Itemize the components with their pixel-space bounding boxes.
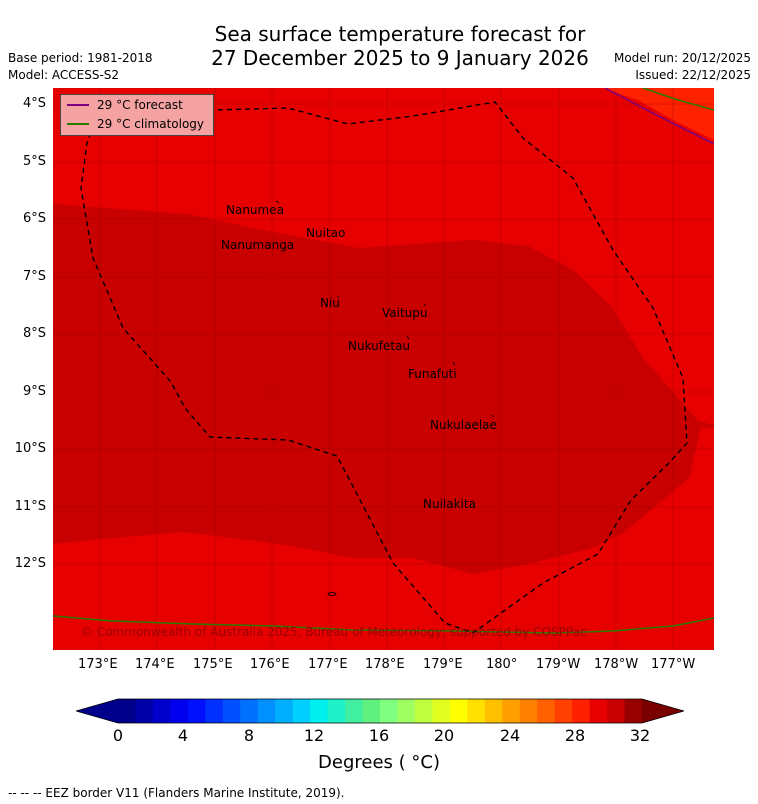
colorbar-segment: [572, 699, 591, 723]
colorbar-segment: [345, 699, 364, 723]
colorbar-segment: [205, 699, 224, 723]
band-30-31: [53, 204, 714, 574]
title-line-1: Sea surface temperature forecast for: [214, 22, 586, 46]
title-line-2: 27 December 2025 to 9 January 2026: [211, 46, 589, 70]
forecast-contour: [604, 88, 714, 145]
colorbar-title: Degrees ( °C): [318, 752, 440, 773]
colorbar-segment: [222, 699, 241, 723]
colorbar-segment: [537, 699, 556, 723]
colorbar-segment: [432, 699, 451, 723]
eez-border: [80, 95, 688, 634]
lon-label: 178°E: [365, 657, 405, 672]
lon-label: 173°E: [78, 657, 118, 672]
colorbar-segment: [275, 699, 294, 723]
climatology-contour-top: [642, 88, 714, 111]
colorbar-segment: [554, 699, 573, 723]
lat-label: 5°S: [22, 154, 46, 169]
colorbar-segment: [467, 699, 486, 723]
colorbar: [76, 698, 684, 724]
colorbar-segment: [310, 699, 329, 723]
legend-climatology-label: 29 °C climatology: [97, 117, 205, 131]
colorbar-tick-label: 24: [499, 726, 521, 745]
lon-label: 177°W: [651, 657, 696, 672]
colorbar-segment: [624, 699, 643, 723]
map-legend: 29 °C forecast 29 °C climatology: [60, 94, 214, 136]
meta-right: Model run: 20/12/2025 Issued: 22/12/2025: [614, 50, 751, 84]
legend-forecast: 29 °C forecast: [67, 96, 183, 114]
colorbar-segment: [607, 699, 626, 723]
colorbar-segment: [170, 699, 189, 723]
band-28-29: [603, 88, 714, 140]
meta-left: Base period: 1981-2018 Model: ACCESS-S2: [8, 50, 153, 84]
colorbar-under-arrow: [76, 699, 118, 723]
colorbar-tick-label: 20: [433, 726, 455, 745]
lat-label: 11°S: [14, 499, 46, 514]
colorbar-segment: [240, 699, 259, 723]
colorbar-segment: [449, 699, 468, 723]
island-marks: [275, 200, 495, 596]
colorbar-tick-label: 0: [112, 726, 124, 745]
colorbar-segment: [362, 699, 381, 723]
climatology-contour-bottom: [53, 615, 714, 634]
colorbar-segment: [414, 699, 433, 723]
lat-label: 9°S: [22, 384, 46, 399]
lon-label: 175°E: [193, 657, 233, 672]
issued-date: Issued: 22/12/2025: [635, 68, 751, 82]
model-run: Model run: 20/12/2025: [613, 51, 751, 65]
colorbar-segment: [484, 699, 503, 723]
legend-climatology: 29 °C climatology: [67, 115, 204, 133]
lon-label: 179°E: [423, 657, 463, 672]
colorbar-tick-label: 32: [629, 726, 651, 745]
colorbar-segment: [152, 699, 171, 723]
colorbar-segment: [397, 699, 416, 723]
colorbar-segment: [257, 699, 276, 723]
forecast-line-icon: [67, 104, 89, 106]
colorbar-segment: [519, 699, 538, 723]
lat-label: 10°S: [14, 441, 46, 456]
sst-map: [53, 88, 714, 650]
legend-forecast-label: 29 °C forecast: [97, 98, 183, 112]
colorbar-outline: [76, 698, 684, 724]
colorbar-over-arrow: [642, 699, 684, 723]
colorbar-segment: [327, 699, 346, 723]
chart-title: Sea surface temperature forecast for 27 …: [0, 22, 758, 70]
lon-label: 178°W: [594, 657, 639, 672]
footer-note: -- -- -- EEZ border V11 (Flanders Marine…: [8, 786, 345, 800]
colorbar-tick-label: 16: [368, 726, 390, 745]
lon-label: 180°: [486, 657, 518, 672]
colorbar-tick-label: 8: [243, 726, 255, 745]
model-name: Model: ACCESS-S2: [8, 68, 120, 82]
colorbar-tick-label: 28: [564, 726, 586, 745]
colorbar-segment: [589, 699, 608, 723]
lat-label: 12°S: [14, 556, 46, 571]
lat-label: 8°S: [22, 326, 46, 341]
colorbar-segment: [135, 699, 154, 723]
lon-label: 179°W: [536, 657, 581, 672]
base-period: Base period: 1981-2018: [8, 51, 153, 65]
climatology-line-icon: [67, 123, 89, 125]
lon-label: 177°E: [308, 657, 348, 672]
colorbar-segment: [118, 699, 136, 723]
lat-label: 4°S: [22, 96, 46, 111]
colorbar-segment: [502, 699, 521, 723]
colorbar-segment: [292, 699, 311, 723]
colorbar-segment: [380, 699, 398, 723]
lon-label: 174°E: [135, 657, 175, 672]
lon-label: 176°E: [250, 657, 290, 672]
colorbar-tick-label: 4: [177, 726, 189, 745]
colorbar-segment: [187, 699, 206, 723]
colorbar-tick-label: 12: [303, 726, 325, 745]
lat-label: 6°S: [22, 211, 46, 226]
lat-label: 7°S: [22, 269, 46, 284]
